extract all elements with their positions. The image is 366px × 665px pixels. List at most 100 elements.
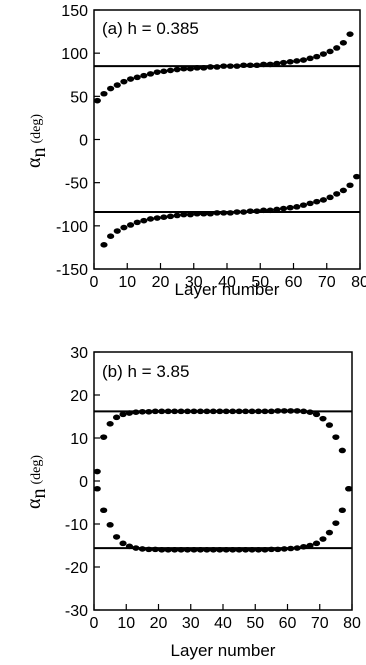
data-point xyxy=(287,545,295,552)
data-point xyxy=(119,540,127,547)
data-point xyxy=(166,67,175,74)
data-point xyxy=(106,421,114,427)
data-point xyxy=(100,242,108,248)
y-axis-title-a: αn (deg) xyxy=(23,114,50,168)
data-point xyxy=(100,507,108,514)
data-point xyxy=(274,408,282,414)
data-point xyxy=(259,61,268,68)
data-point xyxy=(286,204,294,211)
data-point xyxy=(279,59,288,66)
data-point xyxy=(173,66,181,73)
data-point xyxy=(254,547,263,553)
x-tick-label: 20 xyxy=(150,615,168,632)
data-point xyxy=(312,540,321,547)
data-point xyxy=(246,208,254,214)
data-point xyxy=(273,206,281,213)
data-point xyxy=(339,40,347,46)
y-tick-label: -150 xyxy=(56,262,88,279)
y-tick-label: -30 xyxy=(65,603,88,620)
data-point xyxy=(273,60,281,67)
x-tick-label: 50 xyxy=(246,615,264,632)
data-point xyxy=(293,545,301,551)
data-point xyxy=(338,447,346,454)
data-point xyxy=(107,85,115,92)
panel-b: (b) h = 3.85 30 20 10 0 -10 -20 -30 0 10 20 30 40 5… xyxy=(23,345,361,660)
data-point xyxy=(138,546,146,552)
data-point xyxy=(146,216,155,222)
data-point xyxy=(345,485,353,492)
y-axis-b: 30 20 10 0 -10 -20 -30 xyxy=(65,345,100,620)
data-point xyxy=(235,408,243,415)
data-point xyxy=(119,411,127,418)
data-point xyxy=(325,529,334,536)
x-tick-label: 0 xyxy=(90,274,99,291)
data-point xyxy=(248,408,256,415)
y-tick-label: -20 xyxy=(65,560,88,577)
data-point xyxy=(216,408,224,415)
data-point xyxy=(229,408,237,415)
data-point xyxy=(240,62,248,69)
data-point xyxy=(300,543,308,550)
x-tick-label: 0 xyxy=(90,615,99,632)
data-point xyxy=(196,408,205,415)
data-point xyxy=(346,182,354,189)
reference-lines-b xyxy=(94,410,352,550)
data-point xyxy=(213,210,221,216)
x-axis-a: 0 10 20 30 40 50 60 70 80 xyxy=(90,263,366,291)
data-point xyxy=(106,522,114,528)
data-point xyxy=(200,210,208,217)
data-point xyxy=(206,64,214,70)
y-axis-title-b: αn (deg) xyxy=(23,455,50,509)
data-point xyxy=(286,59,294,65)
x-tick-label: 60 xyxy=(285,274,303,291)
data-point xyxy=(93,97,101,104)
data-point xyxy=(332,434,340,440)
data-point xyxy=(338,507,346,514)
data-point xyxy=(206,210,214,217)
data-point xyxy=(126,76,135,82)
y-axis-title-a-subscript: n xyxy=(28,148,50,158)
data-point xyxy=(209,408,217,415)
panel-a: (a) h = 0.385 150 100 50 0 -50 -100 -150 0 10 20… xyxy=(23,3,366,299)
data-point xyxy=(213,64,221,70)
data-point xyxy=(209,547,217,553)
data-point xyxy=(180,65,188,72)
data-point xyxy=(138,408,146,415)
data-point xyxy=(153,69,161,75)
data-points-b xyxy=(93,408,353,553)
x-tick-label: 80 xyxy=(343,615,361,632)
data-point xyxy=(177,408,185,415)
data-point xyxy=(100,434,108,440)
data-point xyxy=(299,57,308,63)
data-point xyxy=(164,547,172,553)
x-tick-label: 40 xyxy=(218,274,236,291)
data-point xyxy=(216,547,224,553)
data-point xyxy=(166,213,175,220)
data-point xyxy=(160,68,168,75)
data-point xyxy=(253,208,261,214)
y-tick-label: 30 xyxy=(70,345,88,362)
data-point xyxy=(226,210,234,216)
data-point xyxy=(246,62,254,69)
y-axis-title-a-unit: (deg) xyxy=(29,114,44,144)
data-point xyxy=(164,408,172,415)
data-point xyxy=(113,82,121,88)
data-point xyxy=(279,205,288,212)
data-point xyxy=(313,53,321,60)
data-point xyxy=(113,228,121,234)
data-point xyxy=(261,547,269,553)
data-point xyxy=(333,191,341,197)
data-point xyxy=(261,408,269,415)
data-point xyxy=(300,408,308,415)
data-point xyxy=(253,62,261,69)
x-tick-label: 50 xyxy=(251,274,269,291)
y-axis-title-b-unit: (deg) xyxy=(29,455,44,485)
data-point xyxy=(196,547,205,553)
data-point xyxy=(145,408,153,415)
data-point xyxy=(325,422,334,428)
data-point xyxy=(183,547,192,553)
data-point xyxy=(186,65,195,72)
data-point xyxy=(158,547,166,553)
data-point xyxy=(126,222,135,228)
